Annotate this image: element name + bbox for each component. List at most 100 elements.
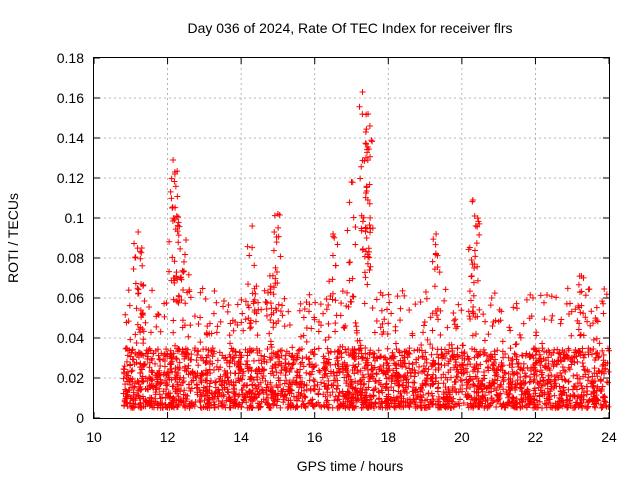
roti-point bbox=[452, 361, 459, 368]
roti-point bbox=[229, 317, 236, 324]
roti-point bbox=[148, 357, 155, 364]
roti-point bbox=[365, 378, 372, 385]
roti-point bbox=[135, 229, 142, 235]
roti-point bbox=[285, 388, 292, 395]
roti-point bbox=[123, 388, 130, 395]
roti-point bbox=[549, 312, 556, 319]
roti-point bbox=[137, 307, 144, 314]
roti-point bbox=[498, 308, 505, 315]
roti-point bbox=[413, 359, 420, 366]
roti-point bbox=[130, 397, 137, 404]
roti-point bbox=[425, 366, 432, 373]
roti-point bbox=[366, 221, 373, 228]
roti-point bbox=[488, 400, 495, 407]
roti-point bbox=[183, 396, 190, 403]
roti-point bbox=[300, 363, 307, 370]
roti-point bbox=[309, 396, 316, 403]
roti-point bbox=[575, 403, 582, 410]
roti-point bbox=[353, 327, 360, 334]
roti-point bbox=[163, 371, 170, 378]
roti-point bbox=[306, 377, 313, 384]
roti-point bbox=[548, 317, 555, 324]
roti-point bbox=[512, 341, 519, 348]
roti-point bbox=[467, 400, 474, 407]
roti-point bbox=[154, 346, 161, 353]
roti-point bbox=[552, 376, 559, 383]
roti-point bbox=[168, 175, 175, 182]
roti-point bbox=[412, 369, 419, 376]
roti-point bbox=[178, 296, 185, 303]
roti-point bbox=[343, 349, 350, 356]
roti-point bbox=[399, 352, 406, 359]
roti-point bbox=[255, 299, 262, 306]
roti-point bbox=[380, 362, 387, 369]
roti-point bbox=[462, 365, 469, 372]
roti-point bbox=[397, 305, 404, 312]
roti-point bbox=[577, 399, 584, 406]
roti-point bbox=[553, 294, 560, 301]
roti-point bbox=[137, 324, 144, 331]
roti-point bbox=[421, 318, 428, 325]
roti-point bbox=[515, 363, 522, 370]
roti-point bbox=[591, 377, 598, 384]
roti-point bbox=[430, 357, 437, 364]
roti-point bbox=[281, 323, 288, 330]
roti-point bbox=[307, 349, 314, 356]
roti-point bbox=[153, 386, 160, 393]
roti-point bbox=[267, 341, 274, 348]
roti-point bbox=[202, 296, 209, 303]
roti-point bbox=[243, 399, 250, 406]
roti-point bbox=[584, 318, 591, 325]
roti-point bbox=[205, 397, 212, 404]
roti-point bbox=[514, 305, 521, 312]
roti-point bbox=[272, 275, 279, 282]
roti-point bbox=[282, 359, 289, 366]
y-tick-label: 0.04 bbox=[57, 330, 84, 346]
roti-point bbox=[429, 327, 436, 334]
roti-point bbox=[440, 380, 447, 387]
roti-point bbox=[377, 324, 384, 331]
roti-point bbox=[275, 317, 282, 324]
roti-point bbox=[332, 328, 339, 335]
roti-point bbox=[235, 402, 242, 409]
roti-point bbox=[580, 389, 587, 396]
roti-point bbox=[471, 265, 478, 272]
roti-point bbox=[378, 399, 385, 406]
roti-point bbox=[596, 340, 603, 347]
roti-point bbox=[343, 378, 350, 385]
roti-point bbox=[209, 394, 216, 401]
roti-point bbox=[284, 404, 291, 411]
roti-point bbox=[179, 324, 186, 331]
roti-point bbox=[153, 323, 160, 330]
roti-point bbox=[170, 329, 177, 336]
roti-point bbox=[147, 329, 154, 336]
roti-point bbox=[191, 313, 198, 320]
roti-point bbox=[383, 381, 390, 388]
roti-point bbox=[538, 358, 545, 365]
roti-point bbox=[527, 353, 534, 360]
roti-point bbox=[585, 398, 592, 405]
roti-point bbox=[226, 332, 233, 339]
x-tick-label: 16 bbox=[307, 429, 323, 445]
roti-point bbox=[564, 352, 571, 359]
roti-point bbox=[354, 337, 361, 344]
roti-point bbox=[546, 367, 553, 374]
roti-point bbox=[249, 244, 256, 251]
roti-point bbox=[263, 306, 270, 313]
roti-point bbox=[240, 382, 247, 389]
roti-point bbox=[188, 351, 195, 358]
roti-point bbox=[172, 387, 179, 394]
roti-point bbox=[385, 291, 392, 298]
roti-point bbox=[475, 218, 482, 225]
roti-point bbox=[435, 316, 442, 323]
roti-point bbox=[213, 378, 220, 385]
roti-point bbox=[131, 380, 138, 387]
roti-point bbox=[557, 357, 564, 364]
roti-point bbox=[185, 333, 192, 340]
roti-point bbox=[435, 380, 442, 387]
roti-point bbox=[172, 342, 179, 349]
roti-point bbox=[548, 293, 555, 300]
roti-point bbox=[267, 283, 274, 290]
roti-point bbox=[245, 281, 252, 288]
roti-point bbox=[565, 378, 572, 385]
